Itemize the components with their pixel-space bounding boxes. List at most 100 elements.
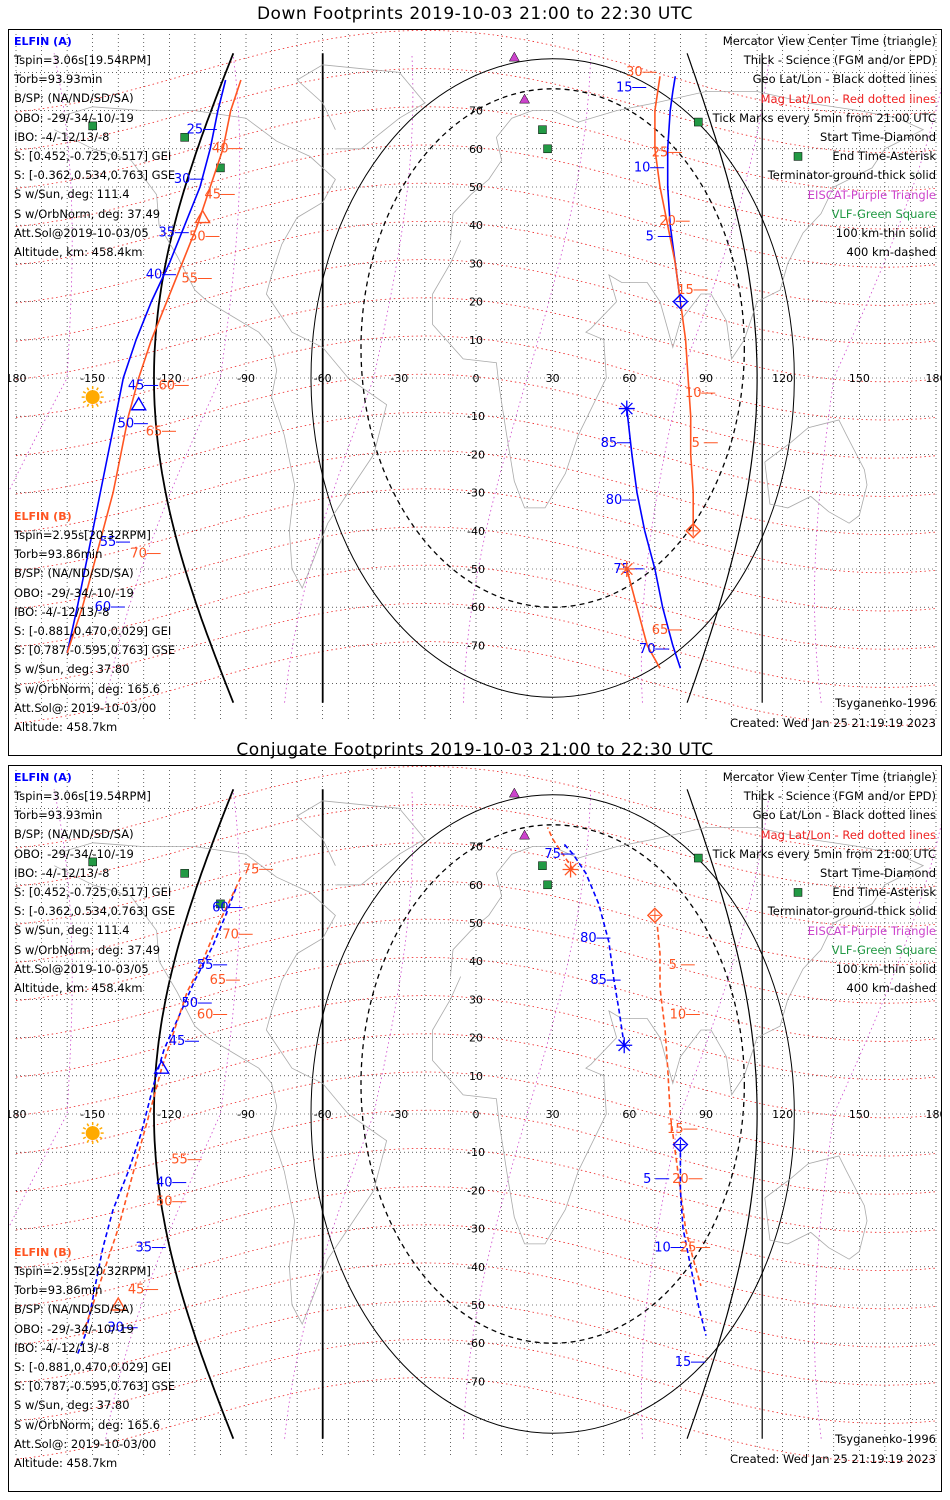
sun-ray bbox=[86, 1123, 90, 1127]
elfin-b-tick-label: 5 bbox=[669, 958, 677, 973]
sun-ray bbox=[99, 390, 103, 394]
lon-tick-label: -90 bbox=[237, 372, 255, 385]
legend-entry: VLF-Green Square bbox=[831, 206, 936, 221]
info-line: IBO: -4/-12/13/-8 bbox=[14, 129, 110, 144]
coastlines bbox=[54, 64, 925, 590]
coastline bbox=[296, 64, 426, 150]
sun-disc bbox=[85, 1126, 100, 1141]
sun-ray bbox=[99, 1136, 103, 1140]
legend-entry: Mercator View Center Time (triangle) bbox=[722, 34, 936, 48]
info-line: S w/Sun, deg: 111.4 bbox=[14, 187, 130, 202]
lat-tick-label: 50 bbox=[469, 917, 483, 930]
elfin-a-title: ELFIN (A) bbox=[14, 35, 72, 48]
geo-grid bbox=[15, 34, 937, 720]
info-line: Altitude, km: 458.4km bbox=[14, 980, 143, 995]
elfin-b-track bbox=[66, 79, 242, 654]
elfin-a-tick-label: 85 bbox=[590, 973, 607, 988]
info-line: Tspin=2.95s[20.32RPM] bbox=[14, 1264, 151, 1278]
lat-tick-label: 70 bbox=[469, 105, 483, 118]
elfin-b-tick-label: 20 bbox=[659, 214, 676, 229]
lat-tick-label: -40 bbox=[467, 1261, 485, 1274]
elfin-b-tick-label: 70 bbox=[222, 927, 239, 942]
coastline bbox=[764, 1155, 868, 1260]
start-time-diamond-icon bbox=[646, 907, 663, 924]
coastline bbox=[432, 827, 925, 1245]
elfin-a-tick-label: 40 bbox=[146, 268, 163, 283]
mag-grid bbox=[9, 766, 941, 1463]
sun-ray bbox=[86, 403, 90, 408]
mag-meridian bbox=[814, 823, 941, 1439]
mag-parallel bbox=[15, 30, 937, 115]
conjugate-footprints-map: 180 -150 -120 -90 -60 -30 0 30 60 90 120 150 180 70 60… bbox=[8, 765, 942, 1492]
mag-parallel bbox=[15, 1262, 937, 1348]
mag-parallel bbox=[15, 1300, 937, 1386]
mag-parallel bbox=[15, 1071, 937, 1157]
sun-ray bbox=[82, 1136, 87, 1140]
lon-tick-label: 30 bbox=[546, 1108, 560, 1121]
elfin-b-tick-label: 45 bbox=[205, 187, 222, 202]
legend-entry: Mag Lat/Lon - Red dotted lines bbox=[760, 827, 936, 842]
center-time-triangle-icon bbox=[110, 1296, 127, 1311]
coastline bbox=[54, 106, 388, 590]
dashed-400km-ellipse bbox=[360, 88, 745, 608]
lon-tick-label: -120 bbox=[157, 372, 182, 385]
eiscat-site-triangle bbox=[508, 51, 520, 62]
sun-ray bbox=[96, 403, 99, 408]
legend-entry: Tick Marks every 5min from 21:00 UTC bbox=[712, 846, 936, 861]
sun-ray bbox=[96, 1139, 99, 1144]
elfin-a-tick-label: 30 bbox=[107, 1321, 124, 1336]
terminator-line bbox=[153, 788, 235, 1440]
elfin-a-tick-label: 10 bbox=[654, 1241, 671, 1256]
vlf-site-square bbox=[793, 152, 803, 161]
sun-ray bbox=[86, 387, 90, 391]
model-label: Tsyganenko-1996 bbox=[835, 696, 936, 710]
legend-entry: Tick Marks every 5min from 21:00 UTC bbox=[712, 110, 936, 125]
mag-parallel bbox=[15, 373, 937, 459]
lon-tick-label: 60 bbox=[622, 372, 636, 385]
lat-tick-label: 70 bbox=[469, 841, 483, 854]
mag-parallel bbox=[15, 995, 937, 1081]
vlf-site-square bbox=[88, 121, 97, 131]
elfin-a-tick-label: 50 bbox=[118, 417, 135, 432]
info-line: OBO: -29/-34/-10/-19 bbox=[14, 585, 134, 600]
elfin-b-tick-label: 40 bbox=[212, 142, 229, 157]
mag-meridian bbox=[640, 53, 770, 703]
lon-tick-label: 180 bbox=[926, 372, 943, 385]
lon-tick-label: 150 bbox=[849, 372, 870, 385]
lon-tick-label: 150 bbox=[849, 1108, 870, 1121]
lat-tick-label: -20 bbox=[467, 1184, 485, 1197]
elfin-a-tick-label: 10 bbox=[634, 161, 651, 176]
sun-ray bbox=[86, 1139, 90, 1144]
mag-meridian bbox=[463, 789, 592, 1439]
info-line: S w/Sun, deg: 111.4 bbox=[14, 923, 130, 938]
info-line: S w/OrbNorm, deg: 165.6 bbox=[14, 681, 161, 696]
legend: Mercator View Center Time (triangle) Thic… bbox=[713, 768, 936, 998]
elfin-b-tick-label: 65 bbox=[652, 623, 669, 638]
vlf-site-square bbox=[793, 888, 803, 897]
mag-parallel bbox=[15, 918, 937, 1004]
mag-meridian bbox=[814, 87, 941, 703]
lon-tick-label: -150 bbox=[80, 1108, 105, 1121]
elfin-a-track bbox=[66, 79, 227, 654]
legend-entry: 100 km-thin solid bbox=[835, 961, 936, 976]
lon-tick-label: 180 bbox=[9, 1108, 27, 1121]
terminator-line bbox=[686, 789, 758, 1439]
info-line: B/SP: (NA/ND/SD/SA) bbox=[14, 1302, 134, 1317]
elfin-b-title: ELFIN (B) bbox=[14, 510, 72, 523]
elfin-b-params: Tspin=2.95s[20.32RPM] Torb=93.86min B/SP: … bbox=[14, 1262, 175, 1473]
info-line: Altitude, km: 458.4km bbox=[14, 244, 143, 259]
info-line: IBO: -4/-12/13/-8 bbox=[14, 604, 110, 619]
lon-tick-label: -60 bbox=[314, 372, 332, 385]
lon-tick-label: 180 bbox=[9, 372, 27, 385]
lat-tick-label: -30 bbox=[467, 487, 485, 500]
track-markers bbox=[110, 861, 689, 1311]
mag-meridian bbox=[284, 789, 414, 1439]
lon-tick-label: 180 bbox=[926, 1108, 943, 1121]
end-time-asterisk-icon bbox=[620, 402, 633, 415]
mag-parallel bbox=[15, 1377, 937, 1463]
vlf-site-square bbox=[694, 117, 703, 127]
legend-entry: 400 km-dashed bbox=[846, 245, 936, 260]
elfin-b-tick-label: 20 bbox=[672, 1172, 689, 1187]
elfin-a-info: ELFIN (A) bbox=[14, 32, 72, 51]
mag-parallel bbox=[15, 880, 937, 966]
